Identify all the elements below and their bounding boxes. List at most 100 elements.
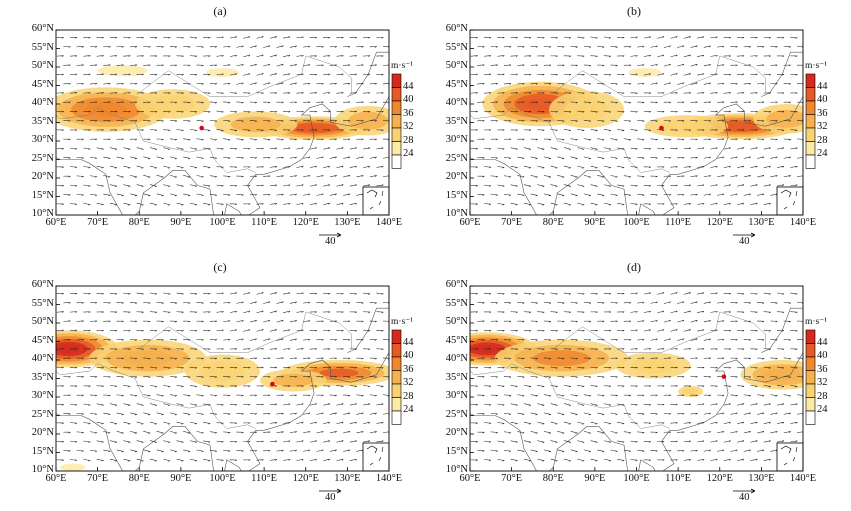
lon-tick-label: 90°E (584, 473, 606, 484)
colorbar-swatch (391, 343, 402, 358)
lat-tick-label: 20°N (445, 171, 468, 182)
colorbar-swatch (391, 127, 402, 142)
lat-tick-label: 55°N (31, 297, 54, 309)
inset-coastline (780, 445, 792, 454)
location-marker (721, 374, 727, 379)
lon-tick-label: 130°E (748, 473, 775, 484)
lat-tick-label: 30°N (445, 134, 468, 145)
lat-tick-label: 45°N (31, 78, 54, 90)
location-marker (270, 381, 275, 387)
border-line (528, 114, 670, 173)
lat-tick-label: 50°N (31, 316, 54, 327)
lat-tick-label: 15°N (445, 189, 468, 201)
colorbar-swatch (391, 154, 402, 169)
colorbar-swatch (391, 397, 402, 412)
jet-shade (764, 368, 801, 382)
reference-vector-label: 40 (739, 492, 750, 503)
colorbar-label: 24 (817, 404, 828, 415)
colorbar-label: 44 (817, 80, 828, 92)
jet-shade (524, 97, 557, 111)
lon-tick-label: 100°E (623, 217, 650, 228)
jet-shade (348, 111, 389, 130)
border-line (56, 363, 115, 376)
lat-tick-label: 60°N (445, 23, 468, 34)
coastline (470, 96, 803, 215)
colorbar-swatch (391, 356, 402, 371)
border-line (56, 107, 115, 120)
lat-tick-label: 40°N (31, 97, 54, 108)
colorbar-swatch (391, 87, 402, 102)
lon-tick-label: 90°E (170, 217, 192, 228)
lon-tick-label: 100°E (623, 473, 650, 484)
colorbar-swatch (391, 100, 402, 115)
panel-label: (b) (627, 4, 641, 18)
colorbar-swatch (391, 141, 402, 156)
lon-tick-label: 60°E (459, 217, 481, 228)
lon-tick-label: 120°E (292, 473, 319, 484)
lat-tick-label: 20°N (445, 427, 468, 438)
colorbar-label: 44 (817, 336, 828, 348)
lon-tick-label: 120°E (292, 217, 319, 228)
panel-label: (c) (213, 260, 227, 274)
border-line (114, 370, 256, 429)
lat-tick-label: 25°N (445, 408, 468, 420)
lat-tick-label: 15°N (31, 445, 54, 457)
lon-tick-label: 70°E (87, 473, 109, 484)
coastline (470, 352, 803, 471)
lat-tick-label: 25°N (445, 152, 468, 164)
map-svg (55, 29, 402, 238)
lon-tick-label: 130°E (748, 217, 775, 228)
jet-shade (230, 116, 281, 133)
lat-tick-label: 15°N (31, 189, 54, 201)
lat-tick-label: 35°N (31, 115, 54, 127)
lat-tick-label: 40°N (31, 353, 54, 364)
map-svg (55, 285, 402, 494)
colorbar-unit: m·s⁻¹ (391, 61, 414, 71)
colorbar-swatch (391, 410, 402, 425)
lat-tick-label: 30°N (445, 390, 468, 401)
colorbar-label: 24 (817, 148, 828, 159)
border-line (528, 370, 670, 429)
lon-tick-label: 90°E (170, 473, 192, 484)
lon-tick-label: 120°E (706, 217, 733, 228)
lon-tick-label: 80°E (542, 217, 564, 228)
colorbar-label: 28 (403, 134, 414, 146)
jet-shade (661, 119, 712, 133)
colorbar-unit: m·s⁻¹ (805, 317, 828, 327)
map-svg (469, 285, 816, 494)
map-body (56, 292, 389, 471)
colorbar-unit: m·s⁻¹ (805, 61, 828, 71)
map-svg (469, 29, 816, 238)
lon-tick-label: 120°E (706, 473, 733, 484)
reference-vector-label: 40 (325, 236, 336, 247)
lon-tick-label: 70°E (87, 217, 109, 228)
lon-tick-label: 140°E (375, 217, 403, 228)
colorbar-label: 32 (403, 121, 414, 132)
lat-tick-label: 35°N (445, 371, 468, 383)
lon-tick-label: 100°E (209, 473, 236, 484)
lon-tick-label: 100°E (209, 217, 236, 228)
jet-shade (564, 98, 610, 121)
border-line (114, 114, 256, 173)
lat-tick-label: 55°N (31, 41, 54, 53)
colorbar-swatch (805, 100, 816, 115)
jet-shade (273, 373, 314, 388)
map-body (470, 36, 803, 215)
lon-tick-label: 90°E (584, 217, 606, 228)
jet-shade (319, 368, 359, 378)
jet-shade (97, 65, 148, 77)
colorbar-swatch (805, 397, 816, 412)
lon-tick-label: 60°E (45, 473, 67, 484)
lon-tick-label: 60°E (459, 473, 481, 484)
colorbar-swatch (805, 329, 816, 344)
colorbar-swatch (805, 383, 816, 398)
panel-label: (a) (213, 4, 227, 18)
panel-a: (a) 60°N 55°N 50°N 45°N 40°N 35°N 30°N 25°N 20°N… (20, 0, 420, 247)
jet-shade (724, 122, 757, 130)
location-marker (199, 125, 204, 131)
lat-tick-label: 20°N (31, 427, 54, 438)
colorbar-label: 24 (403, 148, 414, 159)
lat-tick-label: 10°N (445, 208, 468, 219)
lat-tick-label: 45°N (445, 334, 468, 346)
colorbar-swatch (805, 370, 816, 385)
